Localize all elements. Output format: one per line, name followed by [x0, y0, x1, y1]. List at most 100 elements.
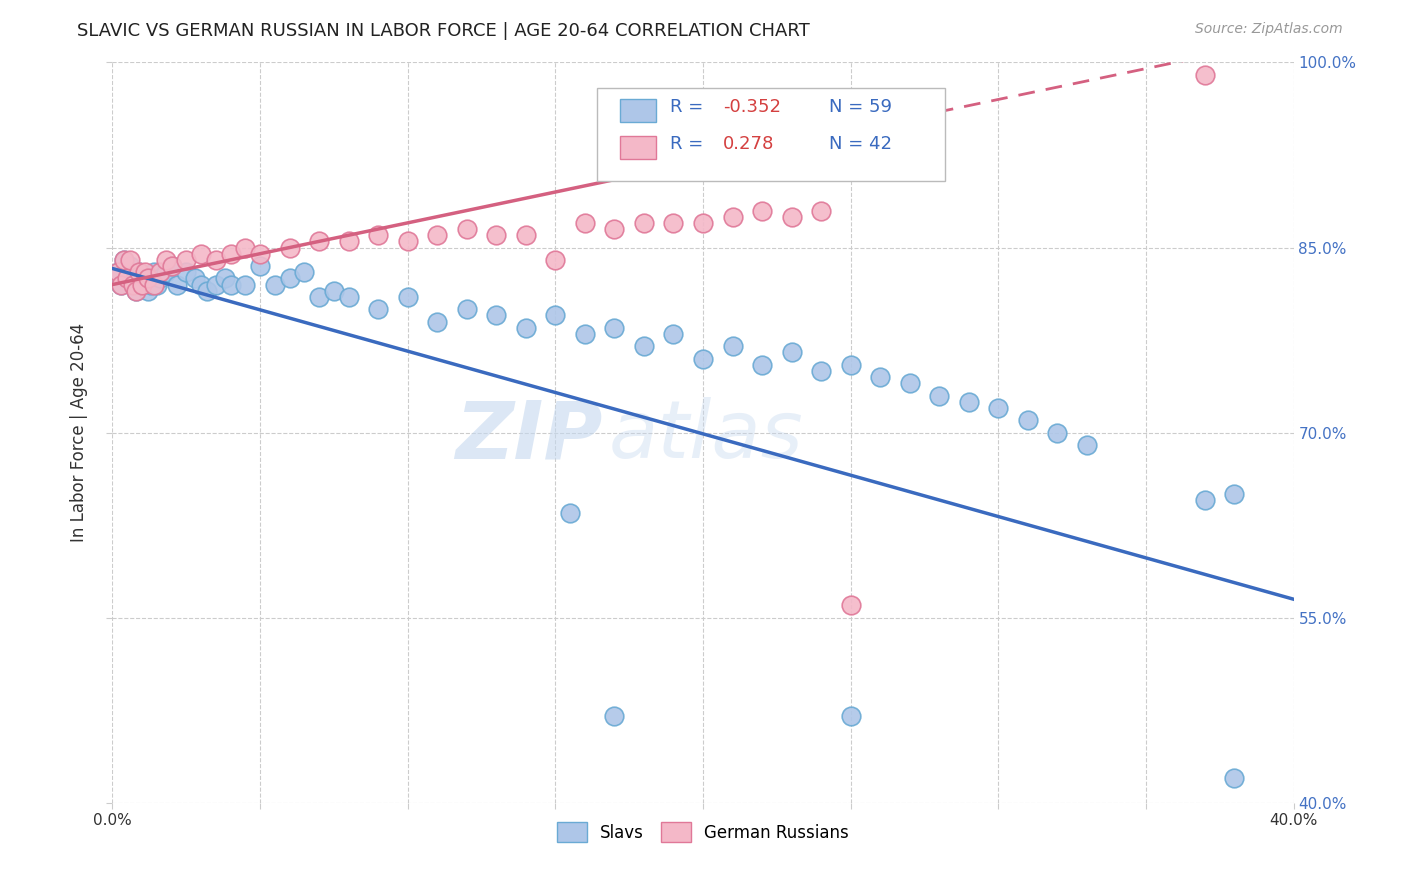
Point	[160, 259, 183, 273]
Text: 0.278: 0.278	[723, 135, 775, 153]
Point	[839, 709, 862, 723]
Point	[190, 277, 212, 292]
Text: Source: ZipAtlas.com: Source: ZipAtlas.com	[1195, 22, 1343, 37]
Text: N = 59: N = 59	[830, 98, 893, 116]
Point	[205, 252, 228, 267]
Point	[544, 309, 567, 323]
Point	[426, 314, 449, 328]
FancyBboxPatch shape	[620, 136, 655, 159]
Point	[134, 271, 156, 285]
Point	[574, 216, 596, 230]
Point	[139, 277, 162, 292]
FancyBboxPatch shape	[596, 88, 945, 181]
Point	[122, 277, 145, 292]
Point	[146, 277, 169, 292]
Point	[184, 271, 207, 285]
Point	[515, 320, 537, 334]
Point	[485, 309, 508, 323]
Point	[839, 358, 862, 372]
Point	[233, 277, 256, 292]
Point	[125, 284, 148, 298]
Point	[1076, 438, 1098, 452]
Point	[633, 216, 655, 230]
Point	[128, 265, 150, 279]
Point	[125, 284, 148, 298]
Point	[751, 203, 773, 218]
Point	[292, 265, 315, 279]
Point	[1046, 425, 1069, 440]
Point	[149, 271, 172, 285]
Point	[456, 222, 478, 236]
Point	[1223, 487, 1246, 501]
Point	[131, 277, 153, 292]
Point	[134, 265, 156, 279]
Point	[120, 252, 142, 267]
Point	[110, 277, 132, 292]
Point	[780, 210, 803, 224]
Text: R =: R =	[669, 135, 714, 153]
Point	[603, 709, 626, 723]
Point	[107, 265, 129, 279]
Point	[633, 339, 655, 353]
Point	[603, 222, 626, 236]
Point	[558, 506, 582, 520]
Point	[136, 284, 159, 298]
Point	[174, 265, 197, 279]
Point	[195, 284, 218, 298]
Point	[117, 271, 138, 285]
Point	[721, 210, 744, 224]
Text: -0.352: -0.352	[723, 98, 782, 116]
Point	[107, 265, 129, 279]
Point	[166, 277, 188, 292]
Point	[426, 228, 449, 243]
Legend: Slavs, German Russians: Slavs, German Russians	[548, 814, 858, 850]
Point	[323, 284, 346, 298]
Point	[1194, 68, 1216, 82]
Point	[928, 389, 950, 403]
Point	[155, 265, 177, 279]
Point	[142, 277, 165, 292]
Point	[367, 228, 389, 243]
Point	[456, 302, 478, 317]
Point	[574, 326, 596, 341]
Point	[810, 364, 832, 378]
Point	[219, 246, 242, 260]
Point	[780, 345, 803, 359]
Text: SLAVIC VS GERMAN RUSSIAN IN LABOR FORCE | AGE 20-64 CORRELATION CHART: SLAVIC VS GERMAN RUSSIAN IN LABOR FORCE …	[77, 22, 810, 40]
Text: atlas: atlas	[609, 397, 803, 475]
Point	[160, 259, 183, 273]
Point	[174, 252, 197, 267]
Y-axis label: In Labor Force | Age 20-64: In Labor Force | Age 20-64	[70, 323, 89, 542]
Point	[128, 265, 150, 279]
Point	[869, 370, 891, 384]
Point	[751, 358, 773, 372]
Point	[810, 203, 832, 218]
Point	[662, 216, 685, 230]
Point	[337, 290, 360, 304]
Point	[515, 228, 537, 243]
Point	[278, 271, 301, 285]
Point	[205, 277, 228, 292]
Text: R =: R =	[669, 98, 709, 116]
Point	[136, 271, 159, 285]
Point	[142, 265, 165, 279]
Point	[396, 290, 419, 304]
Point	[214, 271, 236, 285]
Point	[190, 246, 212, 260]
Point	[112, 252, 135, 267]
Point	[233, 240, 256, 255]
Point	[396, 235, 419, 249]
Point	[987, 401, 1010, 415]
Point	[692, 351, 714, 366]
Point	[603, 320, 626, 334]
Point	[249, 259, 271, 273]
Point	[721, 339, 744, 353]
Point	[839, 599, 862, 613]
Point	[149, 265, 172, 279]
Point	[544, 252, 567, 267]
Point	[278, 240, 301, 255]
Point	[120, 259, 142, 273]
Point	[122, 277, 145, 292]
Point	[957, 394, 980, 409]
Point	[692, 216, 714, 230]
